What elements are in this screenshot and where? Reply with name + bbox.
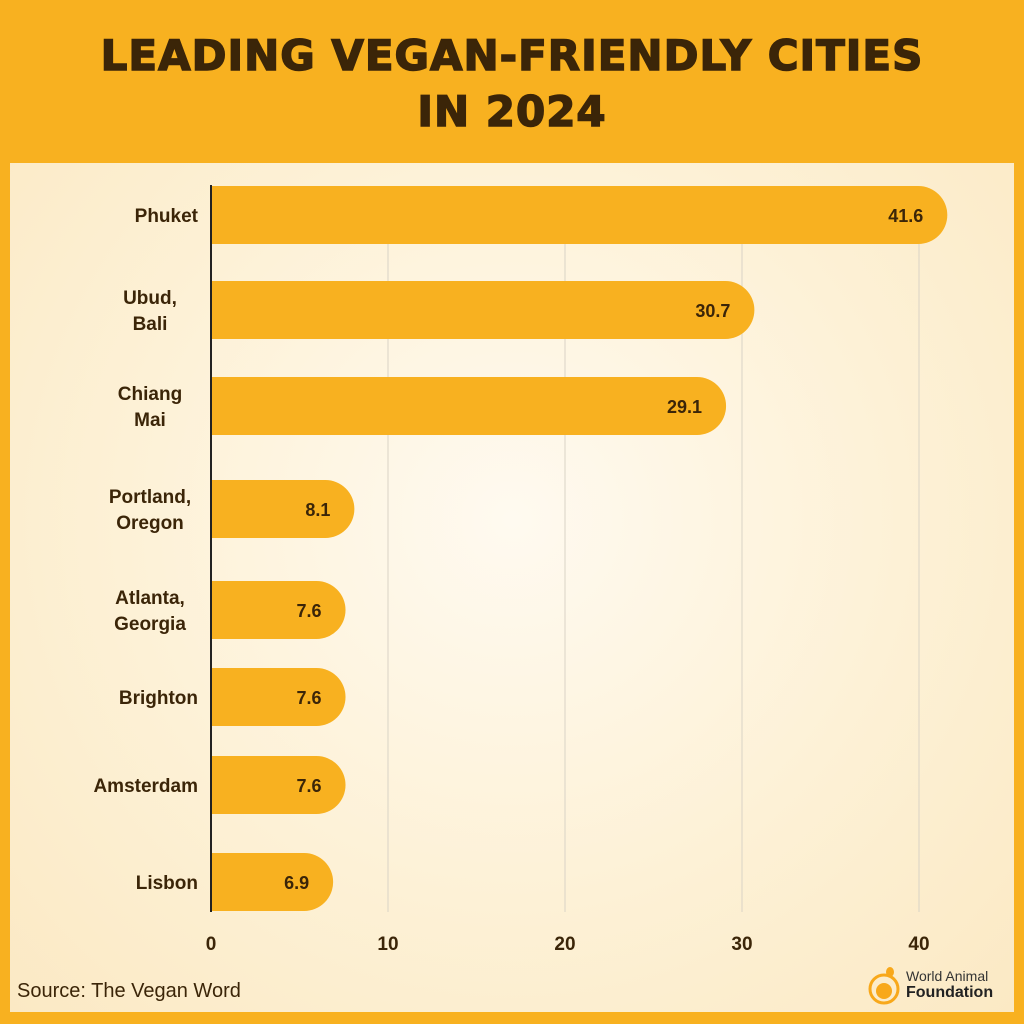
bar: [211, 377, 727, 435]
x-tick-label: 40: [908, 934, 929, 955]
bar-value-label: 7.6: [296, 776, 321, 796]
bar-value-label: 6.9: [284, 873, 309, 893]
category-label: Portland, Oregon: [109, 487, 191, 534]
bar: [211, 480, 355, 538]
source-note: Source: The Vegan Word: [17, 980, 241, 1002]
x-tick-label: 0: [206, 934, 217, 955]
bar: [211, 186, 948, 244]
category-label: Atlanta, Georgia: [114, 588, 186, 635]
bar: [211, 281, 755, 339]
bar-value-label: 30.7: [695, 301, 730, 321]
x-tick-label: 30: [731, 934, 752, 955]
bar: [211, 668, 346, 726]
category-label: Ubud, Bali: [123, 288, 177, 335]
bar-value-label: 41.6: [888, 206, 923, 226]
bar: [211, 581, 346, 639]
bar: [211, 853, 334, 911]
bar-value-label: 7.6: [296, 688, 321, 708]
x-tick-label: 10: [377, 934, 398, 955]
bar: [211, 756, 346, 814]
dog-cat-logo-icon: [868, 967, 900, 1005]
logo-line2: Foundation: [906, 984, 994, 1001]
bar-value-label: 29.1: [667, 397, 702, 417]
world-animal-foundation-logo: World Animal Foundation: [868, 964, 1018, 1008]
logo-line1: World Animal: [906, 968, 989, 984]
bar-value-label: 7.6: [296, 601, 321, 621]
bar-value-label: 8.1: [305, 500, 330, 520]
category-label: Amsterdam: [93, 776, 198, 797]
category-label: Phuket: [135, 206, 199, 227]
category-label: Brighton: [119, 688, 198, 709]
category-label: Lisbon: [136, 873, 198, 894]
x-tick-label: 20: [554, 934, 575, 955]
category-label: Chiang Mai: [118, 384, 182, 431]
chart-title: LEADING VEGAN-FRIENDLY CITIES IN 2024: [100, 30, 924, 137]
